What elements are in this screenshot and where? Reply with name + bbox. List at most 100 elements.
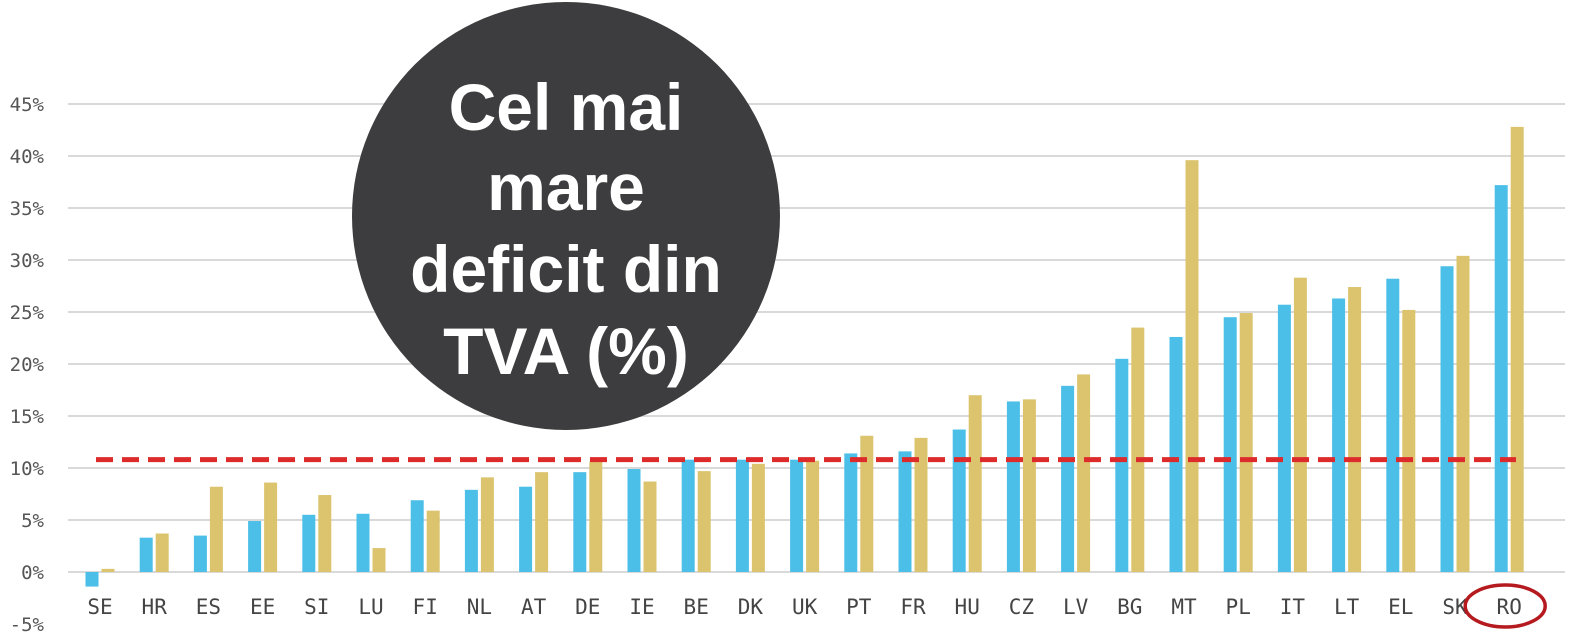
y-axis-ticks: -5% 0% 5% 10% 15% 20% 25% 30% 35% 40% 45% [10,94,45,636]
bar-gold-hr [155,533,169,572]
x-tick-label: EL [1388,595,1413,619]
y-tick-label: 45% [10,94,45,116]
bar-gold-nl [480,477,494,572]
x-tick-label: LV [1063,595,1089,619]
badge-text-line: mare [487,150,645,224]
y-tick-label: 30% [10,250,45,272]
x-tick-label: CZ [1009,595,1034,619]
bars [85,126,1524,587]
bar-gold-hu [968,395,982,572]
x-tick-label: IT [1280,595,1306,619]
badge-text-line: Cel mai [449,70,684,144]
bar-gold-ee [264,482,278,572]
x-tick-label: UK [792,595,818,619]
x-tick-label: MT [1171,595,1197,619]
x-tick-label: LU [358,595,383,619]
bar-blue-bg [1115,358,1129,572]
x-tick-label: PT [846,595,872,619]
bar-gold-lt [1348,287,1362,572]
x-tick-label: IE [629,595,654,619]
y-tick-label: 5% [21,510,44,532]
badge-text-line: deficit din [410,232,722,306]
bar-blue-se [85,572,99,587]
bar-gold-at [535,472,549,572]
bar-blue-mt [1169,336,1183,572]
bar-gold-sk [1456,255,1470,572]
bar-blue-it [1277,304,1291,572]
bar-blue-fr [898,451,912,572]
bar-gold-ie [643,481,657,572]
bar-gold-el [1402,309,1416,572]
bar-blue-ee [248,521,262,572]
gridlines [68,103,1565,573]
bar-blue-nl [464,489,478,572]
x-tick-label: PL [1226,595,1251,619]
bar-blue-at [519,486,533,572]
x-tick-label: FR [900,595,926,619]
bar-blue-hr [139,537,153,572]
x-tick-label: AT [521,595,547,619]
bar-blue-es [193,535,207,572]
bar-gold-be [697,471,711,572]
y-tick-label: 40% [10,146,45,168]
bar-gold-mt [1185,160,1199,572]
bar-gold-pl [1239,313,1253,572]
x-tick-label: ES [196,595,221,619]
bar-gold-pt [860,435,874,572]
bar-blue-pt [844,453,858,572]
y-tick-label: 10% [10,458,45,480]
bar-blue-be [681,459,695,572]
bar-gold-bg [1131,327,1145,572]
bar-gold-fr [914,437,928,572]
bar-blue-cz [1006,401,1020,572]
bar-gold-cz [1022,399,1036,572]
y-tick-label: -5% [10,614,45,636]
bar-gold-es [209,486,223,572]
badge-circle [352,2,780,430]
bar-blue-si [302,514,316,572]
badge-text-line: TVA (%) [443,314,689,388]
bar-blue-el [1386,278,1400,572]
y-tick-label: 25% [10,302,45,324]
x-tick-label: DK [738,595,764,619]
x-tick-label: BE [684,595,709,619]
bar-gold-de [589,461,603,572]
bar-blue-lu [356,513,370,572]
bar-blue-uk [790,459,804,572]
bar-gold-se [101,568,115,572]
bar-gold-si [318,495,332,572]
bar-blue-fi [410,500,424,572]
bar-blue-sk [1440,266,1454,572]
bar-gold-dk [751,463,765,572]
y-tick-label: 0% [21,562,44,584]
x-tick-label: RO [1497,595,1522,619]
bar-gold-ro [1510,126,1524,572]
x-tick-label: SI [304,595,329,619]
bar-blue-pl [1223,317,1237,572]
bar-blue-dk [735,459,749,572]
x-tick-label: FI [413,595,438,619]
highlight-group [1463,583,1547,629]
y-tick-label: 35% [10,198,45,220]
bar-blue-hu [952,429,966,572]
x-tick-label: LT [1334,595,1360,619]
x-axis-ticks: SE HR ES EE SI LU FI NL AT DE IE BE DK UK PT FR HU CZ LV BG… [87,595,1521,619]
bar-blue-de [573,472,587,572]
bar-gold-lv [1077,374,1091,572]
bar-blue-lv [1061,385,1075,572]
bar-gold-uk [806,460,820,572]
x-tick-label: NL [467,595,492,619]
y-tick-label: 15% [10,406,45,428]
bar-blue-ro [1494,185,1508,572]
x-tick-label: SE [87,595,112,619]
highlight-ellipse [1463,583,1547,629]
x-tick-label: EE [250,595,275,619]
bar-blue-lt [1332,298,1346,572]
bar-blue-ie [627,469,641,572]
x-tick-label: DE [575,595,600,619]
x-tick-label: HR [142,595,168,619]
bar-gold-it [1293,277,1307,572]
y-tick-label: 20% [10,354,45,376]
